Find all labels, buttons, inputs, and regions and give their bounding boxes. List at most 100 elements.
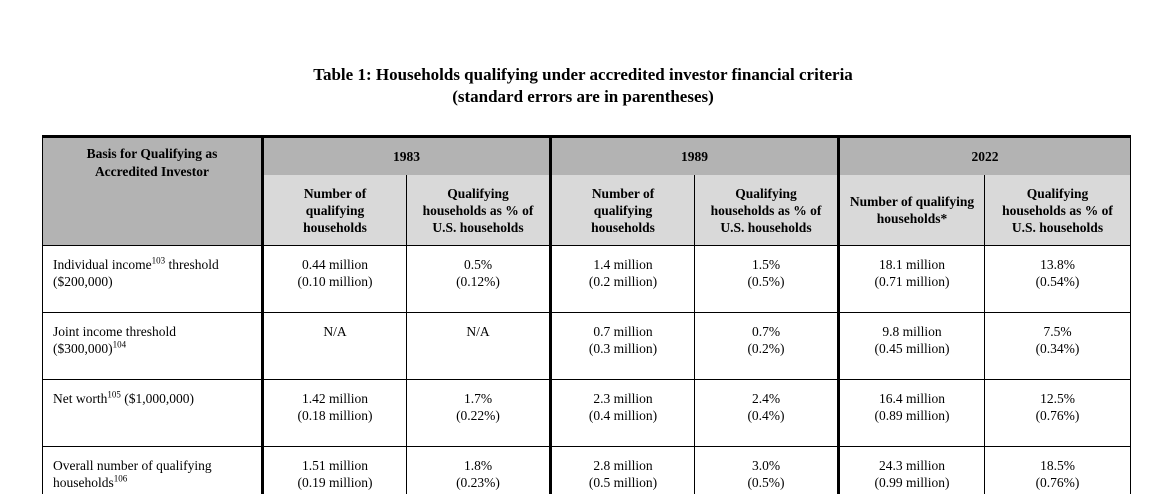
table-title-line1: Table 1: Households qualifying under acc… — [313, 65, 853, 84]
row-label-text: households — [53, 475, 114, 490]
data-cell: 1.8% (0.23%) — [406, 446, 551, 494]
data-cell: 0.7% (0.2%) — [694, 312, 839, 380]
subheader-1983-number: Number of qualifying households — [261, 174, 407, 246]
cell-std-error: (0.19 million) — [297, 475, 373, 490]
cell-value: 0.7% — [751, 324, 781, 339]
table-title-line2: (standard errors are in parentheses) — [452, 87, 714, 106]
row-label-line2: ($300,000)104 — [53, 340, 253, 357]
footnote-ref: 104 — [112, 339, 127, 350]
data-cell: 1.42 million (0.18 million) — [261, 379, 407, 447]
cell-value: 1.4 million — [593, 257, 653, 272]
cell-std-error: (0.18 million) — [297, 408, 373, 423]
cell-value: 2.8 million — [593, 458, 653, 473]
data-cell: N/A — [406, 312, 551, 380]
cell-std-error: (0.10 million) — [297, 274, 373, 289]
table-row-overall: Overall number of qualifying households1… — [42, 446, 1131, 494]
footnote-ref: 103 — [151, 255, 166, 266]
year-header-1983: 1983 — [261, 136, 551, 175]
data-cell: 18.1 million (0.71 million) — [837, 245, 985, 313]
row-label-line1: Net worth105 ($1,000,000) — [53, 390, 253, 407]
cell-std-error: (0.89 million) — [874, 408, 950, 423]
corner-header-line1: Basis for Qualifying as — [86, 146, 218, 161]
cell-std-error: (0.76%) — [1035, 475, 1080, 490]
cell-std-error: (0.5 million) — [588, 475, 658, 490]
data-cell: 1.7% (0.22%) — [406, 379, 551, 447]
cell-value: 3.0% — [751, 458, 781, 473]
row-label-cell: Overall number of qualifying households1… — [42, 446, 263, 494]
cell-std-error: (0.34%) — [1035, 341, 1080, 356]
cell-std-error: (0.12%) — [456, 274, 500, 289]
cell-value: 18.1 million — [878, 257, 945, 272]
row-label-cell: Individual income103 threshold ($200,000… — [42, 245, 263, 313]
cell-value: 24.3 million — [878, 458, 945, 473]
cell-std-error: (0.22%) — [456, 408, 500, 423]
cell-std-error: (0.3 million) — [588, 341, 658, 356]
data-cell: 13.8% (0.54%) — [984, 245, 1131, 313]
data-cell: 24.3 million (0.99 million) — [837, 446, 985, 494]
table-body: Individual income103 threshold ($200,000… — [42, 245, 1131, 494]
row-label-line1: Overall number of qualifying — [53, 457, 253, 474]
cell-value: 0.7 million — [593, 324, 653, 339]
cell-value: 9.8 million — [882, 324, 942, 339]
table-row-net-worth: Net worth105 ($1,000,000) 1.42 million (0… — [42, 379, 1131, 447]
data-cell: 1.5% (0.5%) — [694, 245, 839, 313]
data-cell: 16.4 million (0.89 million) — [837, 379, 985, 447]
table-row-individual-income: Individual income103 threshold ($200,000… — [42, 245, 1131, 313]
row-label-text: Joint income threshold — [53, 324, 176, 339]
row-label-text: ($300,000) — [53, 341, 113, 356]
table-title: Table 1: Households qualifying under acc… — [0, 0, 1166, 108]
cell-std-error: (0.5%) — [747, 475, 785, 490]
cell-value: 16.4 million — [878, 391, 945, 406]
data-cell: N/A — [261, 312, 407, 380]
data-cell: 2.3 million (0.4 million) — [549, 379, 695, 447]
accredited-investor-table: Basis for Qualifying as Accredited Inves… — [42, 135, 1131, 494]
data-cell: 3.0% (0.5%) — [694, 446, 839, 494]
cell-std-error: (0.71 million) — [874, 274, 950, 289]
cell-std-error: (0.99 million) — [874, 475, 950, 490]
cell-value: N/A — [466, 324, 490, 339]
cell-value: 1.42 million — [301, 391, 368, 406]
cell-std-error: (0.2 million) — [588, 274, 658, 289]
data-cell: 1.4 million (0.2 million) — [549, 245, 695, 313]
row-label-line1: Individual income103 threshold — [53, 256, 253, 273]
row-label-cell: Net worth105 ($1,000,000) — [42, 379, 263, 447]
row-label-text: Overall number of qualifying — [53, 458, 212, 473]
cell-std-error: (0.4 million) — [588, 408, 658, 423]
cell-value: 0.44 million — [301, 257, 368, 272]
row-label-line2: households106 — [53, 474, 253, 491]
row-label-text: ($1,000,000) — [120, 391, 194, 406]
cell-std-error: (0.23%) — [456, 475, 500, 490]
table-row-joint-income: Joint income threshold ($300,000)104 N/A… — [42, 312, 1131, 380]
data-cell: 18.5% (0.76%) — [984, 446, 1131, 494]
corner-header-cell: Basis for Qualifying as Accredited Inves… — [42, 136, 263, 246]
year-header-2022: 2022 — [837, 136, 1131, 175]
data-cell: 0.7 million (0.3 million) — [549, 312, 695, 380]
data-cell: 12.5% (0.76%) — [984, 379, 1131, 447]
cell-value: 1.5% — [751, 257, 781, 272]
data-cell: 1.51 million (0.19 million) — [261, 446, 407, 494]
data-cell: 2.4% (0.4%) — [694, 379, 839, 447]
row-label-text: threshold — [165, 257, 219, 272]
cell-value: 0.5% — [463, 257, 493, 272]
cell-value: 18.5% — [1040, 458, 1075, 473]
subheader-2022-number: Number of qualifying households* — [837, 174, 985, 246]
cell-value: 13.8% — [1040, 257, 1075, 272]
row-label-line2: ($200,000) — [53, 273, 253, 290]
subheader-row: Number of qualifying households Qualifyi… — [43, 174, 1131, 246]
cell-value: 12.5% — [1040, 391, 1075, 406]
subheader-1989-percent: Qualifying households as % of U.S. house… — [694, 174, 839, 246]
table-header: Basis for Qualifying as Accredited Inves… — [42, 136, 1131, 246]
cell-std-error: (0.2%) — [747, 341, 785, 356]
cell-std-error: (0.45 million) — [874, 341, 950, 356]
subheader-2022-percent: Qualifying households as % of U.S. house… — [984, 174, 1131, 246]
cell-std-error: (0.54%) — [1035, 274, 1080, 289]
corner-header-line2: Accredited Investor — [94, 164, 210, 179]
year-header-1989: 1989 — [549, 136, 839, 175]
cell-value: 1.8% — [463, 458, 493, 473]
row-label-text: Individual income — [53, 257, 152, 272]
cell-std-error: (0.5%) — [747, 274, 785, 289]
cell-value: N/A — [323, 324, 347, 339]
row-label-line1: Joint income threshold — [53, 323, 253, 340]
cell-value: 2.4% — [751, 391, 781, 406]
